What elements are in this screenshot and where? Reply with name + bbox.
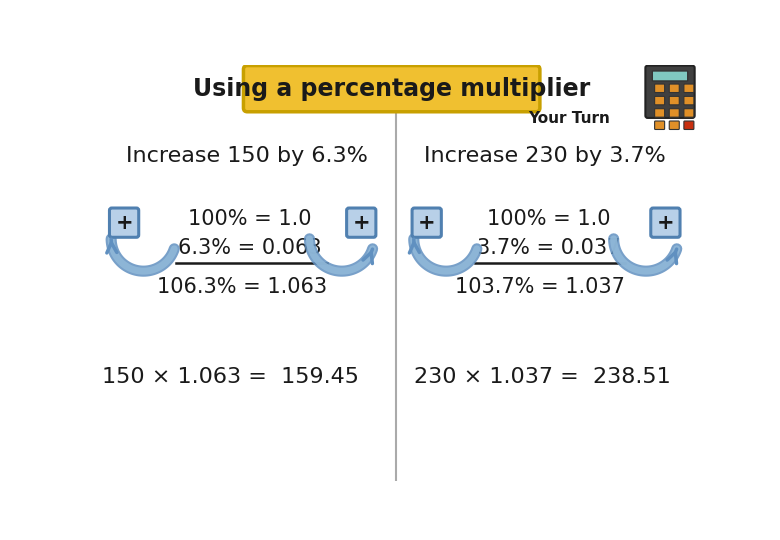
Text: +: + (657, 213, 674, 233)
Text: 6.3% = 0.063: 6.3% = 0.063 (178, 238, 321, 258)
FancyBboxPatch shape (669, 96, 679, 105)
FancyBboxPatch shape (654, 121, 665, 130)
FancyBboxPatch shape (684, 96, 694, 105)
Text: Increase 230 by 3.7%: Increase 230 by 3.7% (424, 146, 665, 166)
FancyBboxPatch shape (669, 84, 679, 92)
FancyBboxPatch shape (669, 109, 679, 117)
Text: 100% = 1.0: 100% = 1.0 (487, 209, 610, 229)
Text: 230 × 1.037 =  238.51: 230 × 1.037 = 238.51 (414, 367, 671, 387)
Text: +: + (418, 213, 435, 233)
Text: +: + (115, 213, 133, 233)
Text: Using a percentage multiplier: Using a percentage multiplier (193, 77, 590, 100)
FancyBboxPatch shape (652, 71, 688, 81)
FancyBboxPatch shape (654, 109, 665, 117)
FancyBboxPatch shape (684, 109, 694, 117)
FancyBboxPatch shape (243, 65, 540, 112)
Text: 106.3% = 1.063: 106.3% = 1.063 (157, 276, 327, 296)
FancyBboxPatch shape (669, 121, 679, 130)
FancyBboxPatch shape (684, 121, 694, 130)
Text: Increase 150 by 6.3%: Increase 150 by 6.3% (126, 146, 368, 166)
FancyBboxPatch shape (109, 208, 139, 237)
Text: +: + (353, 213, 370, 233)
Text: 100% = 1.0: 100% = 1.0 (188, 209, 311, 229)
FancyBboxPatch shape (654, 84, 665, 92)
FancyBboxPatch shape (684, 84, 694, 92)
Text: Your Turn: Your Turn (528, 111, 610, 126)
Text: 150 × 1.063 =  159.45: 150 × 1.063 = 159.45 (102, 367, 359, 387)
FancyBboxPatch shape (346, 208, 376, 237)
FancyBboxPatch shape (645, 65, 695, 118)
Text: 3.7% = 0.037: 3.7% = 0.037 (477, 238, 620, 258)
FancyBboxPatch shape (651, 208, 680, 237)
FancyBboxPatch shape (654, 96, 665, 105)
FancyBboxPatch shape (412, 208, 441, 237)
Text: 103.7% = 1.037: 103.7% = 1.037 (455, 276, 625, 296)
